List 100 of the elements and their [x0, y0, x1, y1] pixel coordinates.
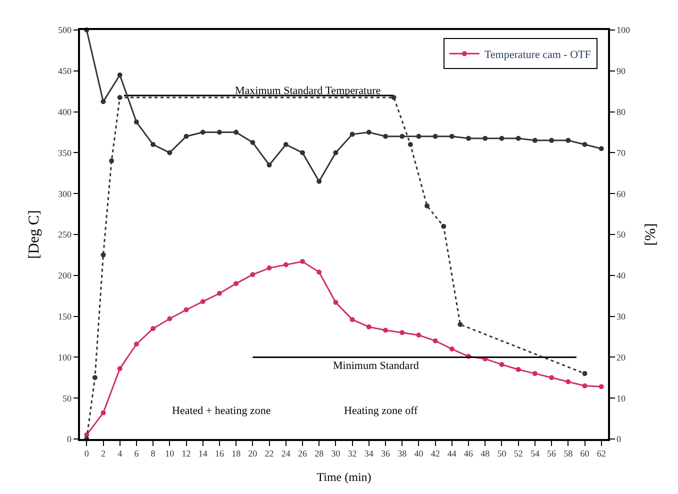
x-axis-title: Time (min) — [316, 470, 372, 484]
y-tick-label: 500 — [58, 25, 72, 36]
point — [333, 150, 338, 156]
point — [234, 130, 239, 135]
y-axis-title: [Deg C] — [26, 210, 43, 259]
x-tick-label: 56 — [547, 448, 557, 459]
x-tick-label: 10 — [165, 448, 175, 459]
point — [167, 150, 172, 156]
point — [200, 130, 206, 135]
legend-label: Temperature cam - OTF — [484, 48, 591, 61]
point — [532, 371, 538, 376]
point — [499, 362, 504, 368]
x-tick-label: 26 — [298, 448, 308, 459]
x-tick-label: 30 — [331, 448, 341, 459]
point — [566, 379, 571, 384]
point — [92, 375, 98, 380]
point — [549, 138, 554, 143]
point — [283, 262, 288, 268]
point — [150, 326, 156, 332]
y2-tick-label: 10 — [616, 393, 626, 404]
point — [283, 142, 288, 148]
y2-tick-label: 90 — [616, 66, 626, 76]
x-tick-label: 2 — [101, 448, 106, 459]
y-tick-label: 400 — [58, 106, 72, 117]
y-tick-label: 100 — [58, 352, 72, 362]
point — [598, 146, 604, 152]
point — [383, 134, 388, 139]
annotation: Heated + heating zone — [172, 405, 271, 417]
point — [432, 134, 438, 139]
point — [416, 134, 422, 139]
point — [316, 178, 322, 184]
x-tick-label: 18 — [232, 448, 242, 459]
point — [516, 366, 521, 372]
point — [234, 281, 239, 286]
point — [109, 158, 114, 164]
point — [466, 136, 472, 141]
x-tick-label: 36 — [381, 448, 391, 459]
point — [598, 384, 604, 390]
x-tick-label: 42 — [430, 448, 440, 459]
point — [416, 332, 422, 338]
point — [449, 346, 454, 352]
x-tick-label: 8 — [150, 448, 156, 459]
point — [366, 130, 372, 135]
point — [400, 134, 405, 139]
annotation: Maximum Standard Temperature — [235, 85, 381, 97]
y2-tick-label: 30 — [616, 311, 626, 322]
x-tick-label: 44 — [447, 448, 457, 459]
x-tick-label: 58 — [564, 448, 574, 459]
point — [184, 307, 189, 312]
y2-tick-label: 50 — [616, 230, 626, 240]
point — [300, 258, 305, 264]
point — [350, 317, 355, 322]
point — [134, 120, 139, 125]
x-tick-label: 60 — [580, 448, 590, 459]
point — [432, 338, 438, 344]
point — [250, 140, 256, 145]
point — [400, 330, 405, 336]
point — [200, 299, 206, 304]
x-tick-label: 40 — [414, 448, 424, 459]
point — [216, 130, 222, 135]
point — [100, 99, 106, 104]
point — [582, 371, 588, 376]
y2-tick-label: 80 — [616, 106, 626, 117]
y-tick-label: 150 — [58, 311, 72, 322]
y-tick-label: 350 — [58, 148, 72, 158]
point — [582, 383, 588, 388]
x-tick-label: 6 — [134, 448, 140, 459]
y2-tick-label: 100 — [616, 25, 631, 36]
point — [250, 272, 256, 278]
y-tick-label: 50 — [62, 393, 72, 404]
x-tick-label: 12 — [182, 448, 191, 459]
point — [441, 224, 446, 229]
y2-tick-label: 20 — [616, 352, 626, 362]
x-tick-label: 16 — [214, 448, 224, 459]
y-tick-label: 0 — [66, 434, 72, 444]
y2-axis-title: [%] — [643, 223, 660, 246]
point — [184, 134, 189, 139]
point — [366, 324, 372, 330]
point — [266, 162, 272, 168]
point — [549, 375, 554, 380]
x-tick-label: 48 — [480, 448, 490, 459]
y-tick-label: 250 — [58, 230, 72, 240]
point — [134, 342, 139, 347]
point — [350, 132, 355, 137]
y2-tick-label: 60 — [616, 188, 626, 199]
point — [391, 94, 396, 100]
y2-tick-label: 70 — [616, 148, 626, 158]
point — [333, 300, 338, 305]
x-tick-label: 24 — [281, 448, 291, 459]
point — [100, 252, 106, 258]
point — [150, 142, 156, 148]
point — [117, 94, 122, 100]
point — [582, 142, 588, 148]
annotation: Heating zone off — [344, 405, 418, 417]
point — [100, 410, 106, 416]
x-tick-label: 28 — [314, 448, 324, 459]
point — [532, 138, 538, 143]
x-tick-label: 14 — [198, 448, 208, 459]
point — [117, 366, 122, 372]
point — [266, 266, 272, 271]
